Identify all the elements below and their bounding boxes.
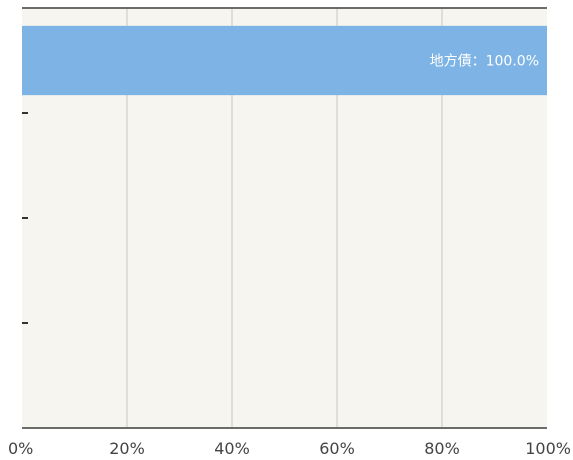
bar-data-label: 地方債：100.0% [430, 54, 539, 70]
bar [22, 25, 547, 96]
x-tick-label: 100% [525, 439, 571, 458]
x-tick-label: 60% [319, 439, 355, 458]
x-tick-label: 20% [109, 439, 145, 458]
bars: 地方債：100.0% [22, 25, 547, 96]
x-tick-label: 0% [8, 439, 33, 458]
x-tick-labels: 0% 20% 40% 60% 80% 100% [8, 439, 571, 458]
category-ticks [22, 112, 28, 324]
x-tick-label: 80% [424, 439, 460, 458]
x-tick-label: 40% [214, 439, 250, 458]
